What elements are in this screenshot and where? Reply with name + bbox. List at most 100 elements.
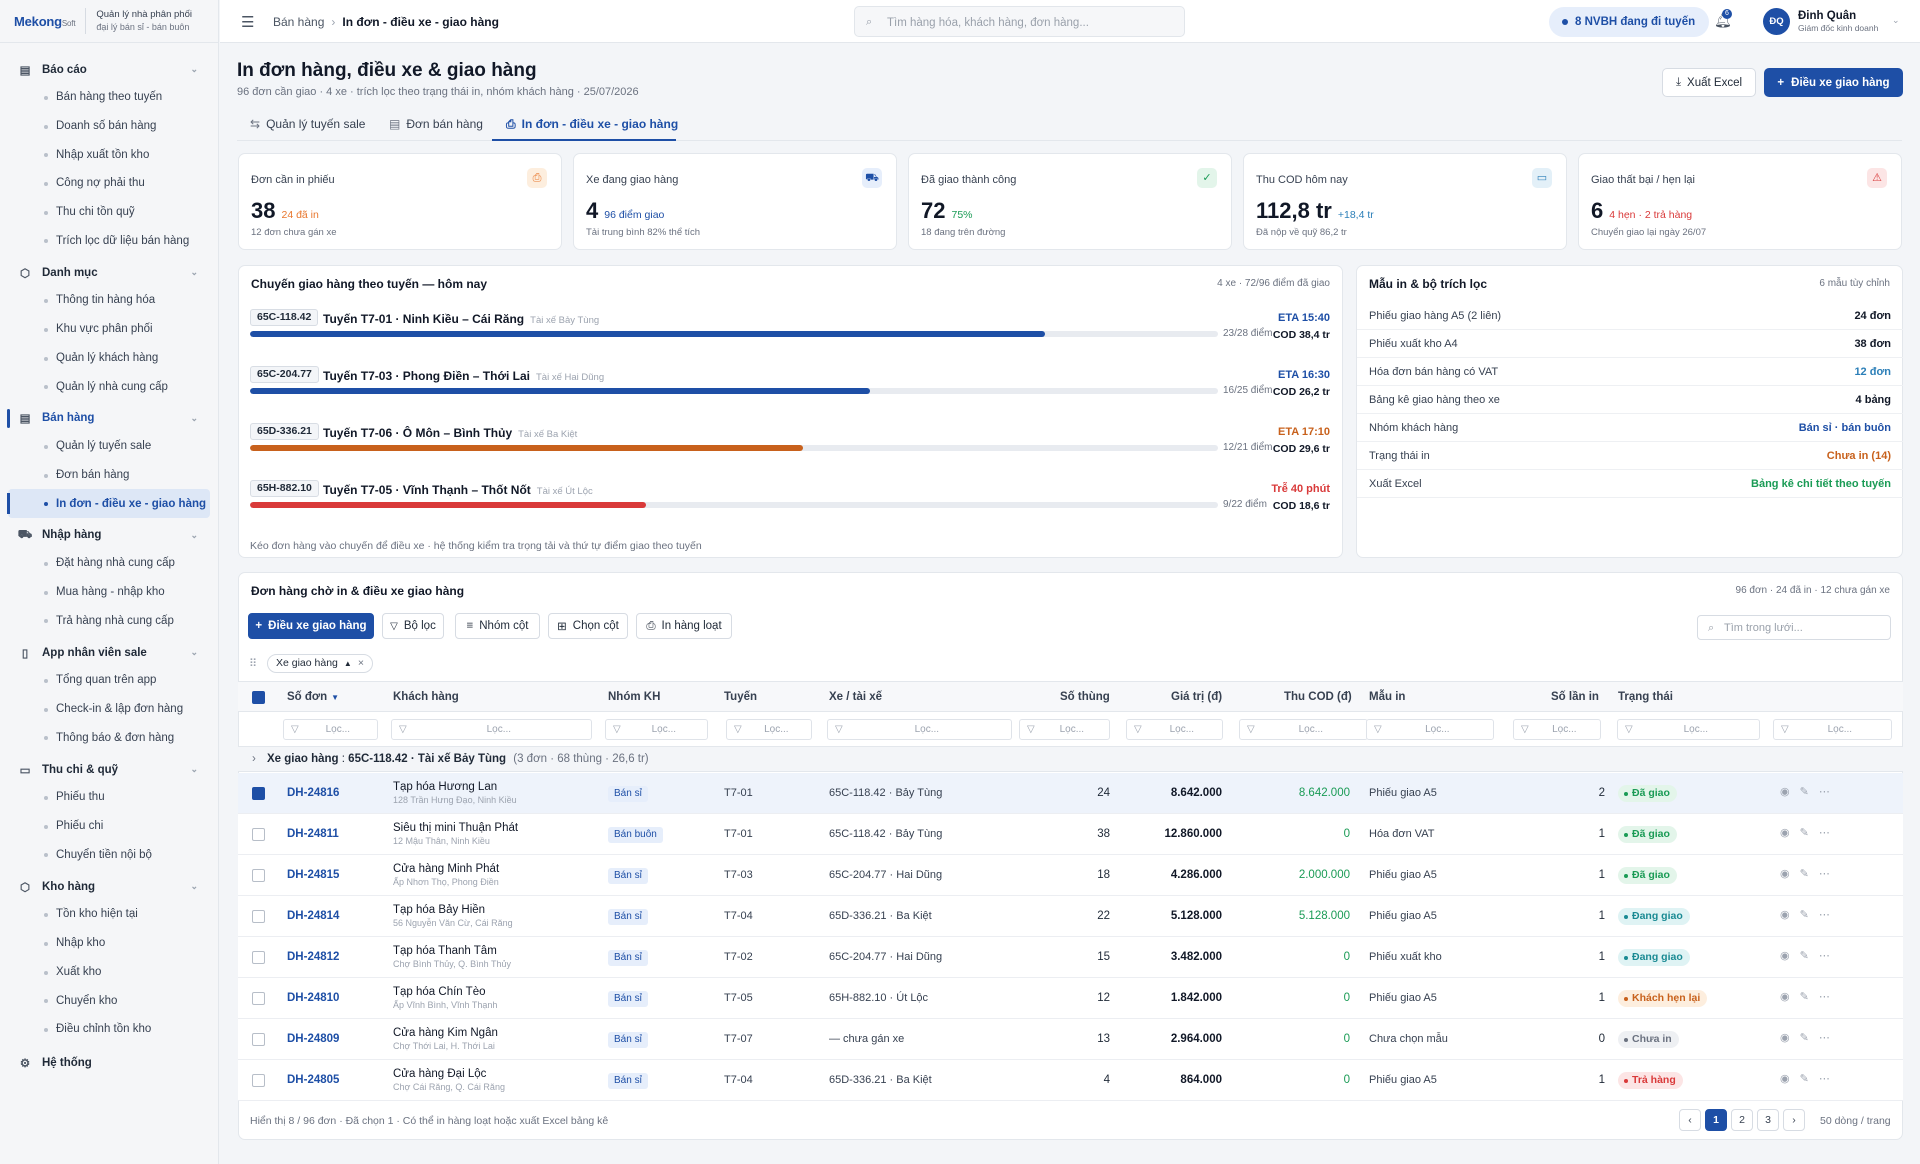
template-row[interactable]: Xuất Excel Bảng kê chi tiết theo tuyến	[1357, 470, 1903, 498]
next-page-button[interactable]: ›	[1783, 1109, 1805, 1131]
column-filter-input[interactable]: ▽ Lọc...	[1239, 719, 1368, 740]
order-id-link[interactable]: DH-24809	[287, 1033, 340, 1045]
column-filter-input[interactable]: ▽ Lọc...	[1773, 719, 1892, 740]
choose-columns-button[interactable]: ⊞ Chọn cột	[548, 613, 628, 639]
col-customer-group[interactable]: Nhóm KH	[608, 691, 661, 703]
sort-asc-icon[interactable]: ▲	[343, 659, 352, 668]
edit-icon[interactable]: ✎	[1799, 786, 1819, 798]
group-chip[interactable]: Xe giao hàng ▲ ×	[267, 654, 373, 673]
column-filter-input[interactable]: ▽ Lọc...	[1366, 719, 1494, 740]
sidebar-group-1[interactable]: ⬡ Danh mục ⌄	[0, 259, 218, 286]
template-row[interactable]: Nhóm khách hàng Bán sỉ · bán buôn	[1357, 414, 1903, 442]
row-checkbox[interactable]	[252, 1033, 265, 1046]
template-row[interactable]: Phiếu giao hàng A5 (2 liên) 24 đơn	[1357, 302, 1903, 330]
sidebar-group-4[interactable]: ▯ App nhân viên sale ⌄	[0, 639, 218, 666]
bell-icon[interactable]: 🔔︎ 6	[1714, 9, 1732, 28]
table-row[interactable]: DH-24815 Cửa hàng Minh Phát Ấp Nhơn Thọ, P…	[238, 855, 1903, 896]
table-row[interactable]: DH-24812 Tạp hóa Thanh Tâm Chợ Bình Thủy, …	[238, 937, 1903, 978]
sidebar-group-0[interactable]: ▤ Báo cáo ⌄	[0, 56, 218, 83]
sidebar-item[interactable]: Thông báo & đơn hàng	[0, 723, 218, 752]
page-button[interactable]: 3	[1757, 1109, 1779, 1131]
sidebar-item[interactable]: Quản lý nhà cung cấp	[0, 372, 218, 401]
more-icon[interactable]: ⋯	[1818, 827, 1840, 839]
template-row[interactable]: Bảng kê giao hàng theo xe 4 bảng	[1357, 386, 1903, 414]
edit-icon[interactable]: ✎	[1799, 827, 1819, 839]
order-id-link[interactable]: DH-24812	[287, 951, 340, 963]
row-checkbox[interactable]	[252, 951, 265, 964]
sidebar-item[interactable]: Chuyển tiền nội bộ	[0, 840, 218, 869]
sidebar-item[interactable]: Mua hàng - nhập kho	[0, 578, 218, 607]
dispatch-button[interactable]: + Điều xe giao hàng	[1764, 68, 1903, 97]
more-icon[interactable]: ⋯	[1818, 868, 1840, 880]
edit-icon[interactable]: ✎	[1799, 950, 1819, 962]
sidebar-item[interactable]: Tồn kho hiện tại	[0, 900, 218, 929]
table-row[interactable]: DH-24809 Cửa hàng Kim Ngân Chợ Thới Lai, H…	[238, 1019, 1903, 1060]
column-filter-input[interactable]: ▽ Lọc...	[1019, 719, 1110, 740]
sidebar-item[interactable]: Check-in & lập đơn hàng	[0, 695, 218, 724]
sidebar-item[interactable]: In đơn - điều xe - giao hàng	[7, 489, 210, 518]
chevron-down-icon[interactable]: ⌄	[190, 267, 198, 278]
sidebar-item[interactable]: Phiếu thu	[0, 783, 218, 812]
global-search-input[interactable]: ⌕ Tìm hàng hóa, khách hàng, đơn hàng...	[854, 6, 1185, 37]
table-row[interactable]: DH-24805 Cửa hàng Đại Lộc Chợ Cái Răng, Q.…	[238, 1060, 1903, 1101]
sidebar-item[interactable]: Bán hàng theo tuyến	[0, 83, 218, 112]
order-id-link[interactable]: DH-24810	[287, 992, 340, 1004]
col-template[interactable]: Mẫu in	[1369, 691, 1406, 703]
more-icon[interactable]: ⋯	[1818, 991, 1840, 1003]
order-id-link[interactable]: DH-24816	[287, 787, 340, 799]
sidebar-item[interactable]: Quản lý khách hàng	[0, 344, 218, 373]
sidebar-item[interactable]: Đặt hàng nhà cung cấp	[0, 549, 218, 578]
sidebar-item[interactable]: Khu vực phân phối	[0, 315, 218, 344]
sidebar-item[interactable]: Nhập kho	[0, 929, 218, 958]
column-filter-input[interactable]: ▽ Lọc...	[283, 719, 378, 740]
row-checkbox[interactable]	[252, 992, 265, 1005]
sidebar-item[interactable]: Trả hàng nhà cung cấp	[0, 606, 218, 635]
col-route[interactable]: Tuyến	[724, 691, 758, 703]
page-button[interactable]: 1	[1705, 1109, 1727, 1131]
column-filter-input[interactable]: ▽ Lọc...	[726, 719, 812, 740]
group-row[interactable]: › Xe giao hàng : 65C-118.42 · Tài xế Bảy…	[238, 746, 1903, 772]
table-row[interactable]: DH-24816 Tạp hóa Hương Lan 128 Trần Hưng Đ…	[238, 773, 1903, 814]
edit-icon[interactable]: ✎	[1799, 909, 1819, 921]
eye-icon[interactable]: ◉	[1780, 991, 1800, 1003]
tab-route-management[interactable]: ⇆ Quản lý tuyến sale	[250, 117, 366, 131]
close-icon[interactable]: ×	[357, 657, 364, 669]
chevron-down-icon[interactable]: ⌄	[190, 412, 198, 423]
more-icon[interactable]: ⋯	[1818, 950, 1840, 962]
chevron-right-icon[interactable]: ›	[252, 753, 256, 765]
live-sales-pill[interactable]: 8 NVBH đang đi tuyến	[1549, 7, 1710, 37]
template-row[interactable]: Phiếu xuất kho A4 38 đơn	[1357, 330, 1903, 358]
template-row[interactable]: Hóa đơn bán hàng có VAT 12 đơn	[1357, 358, 1903, 386]
sidebar-item[interactable]: Thông tin hàng hóa	[0, 286, 218, 315]
more-icon[interactable]: ⋯	[1818, 1032, 1840, 1044]
order-id-link[interactable]: DH-24811	[287, 828, 339, 840]
sort-desc-icon[interactable]: ▼	[331, 693, 340, 702]
col-order-id[interactable]: Số đơn ▼	[287, 691, 340, 703]
sidebar-item[interactable]: Đơn bán hàng	[0, 461, 218, 490]
row-checkbox[interactable]	[252, 1074, 265, 1087]
filter-button[interactable]: ▽ Bộ lọc	[382, 613, 444, 639]
col-customer[interactable]: Khách hàng	[393, 691, 459, 703]
column-filter-input[interactable]: ▽ Lọc...	[605, 719, 708, 740]
col-value[interactable]: Giá trị (đ)	[1171, 691, 1223, 703]
user-name[interactable]: Đinh Quân	[1798, 10, 1857, 22]
edit-icon[interactable]: ✎	[1799, 1073, 1819, 1085]
drag-handle-icon[interactable]: ⠿	[249, 658, 258, 670]
more-icon[interactable]: ⋯	[1818, 1073, 1840, 1085]
page-button[interactable]: 2	[1731, 1109, 1753, 1131]
per-page-select[interactable]: 50 dòng / trang	[1820, 1115, 1891, 1127]
sidebar-item[interactable]: Tổng quan trên app	[0, 666, 218, 695]
sidebar-group-6[interactable]: ⬡ Kho hàng ⌄	[0, 873, 218, 900]
breadcrumb-item[interactable]: Bán hàng	[273, 15, 325, 29]
select-all-checkbox[interactable]	[252, 691, 265, 704]
route-row[interactable]: 65C-118.42 Tuyến T7-01 · Ninh Kiều – Cái …	[250, 309, 1330, 357]
route-row[interactable]: 65D-336.21 Tuyến T7-06 · Ô Môn – Bình Thủ…	[250, 423, 1330, 471]
eye-icon[interactable]: ◉	[1780, 827, 1800, 839]
sidebar-item[interactable]: Chuyển kho	[0, 986, 218, 1015]
more-icon[interactable]: ⋯	[1818, 909, 1840, 921]
column-filter-input[interactable]: ▽ Lọc...	[391, 719, 592, 740]
sidebar-item[interactable]: Điều chỉnh tồn kho	[0, 1015, 218, 1044]
sidebar-group-3[interactable]: ⛟ Nhập hàng ⌄	[0, 522, 218, 549]
eye-icon[interactable]: ◉	[1780, 909, 1800, 921]
route-row[interactable]: 65C-204.77 Tuyến T7-03 · Phong Điền – Thớ…	[250, 366, 1330, 414]
